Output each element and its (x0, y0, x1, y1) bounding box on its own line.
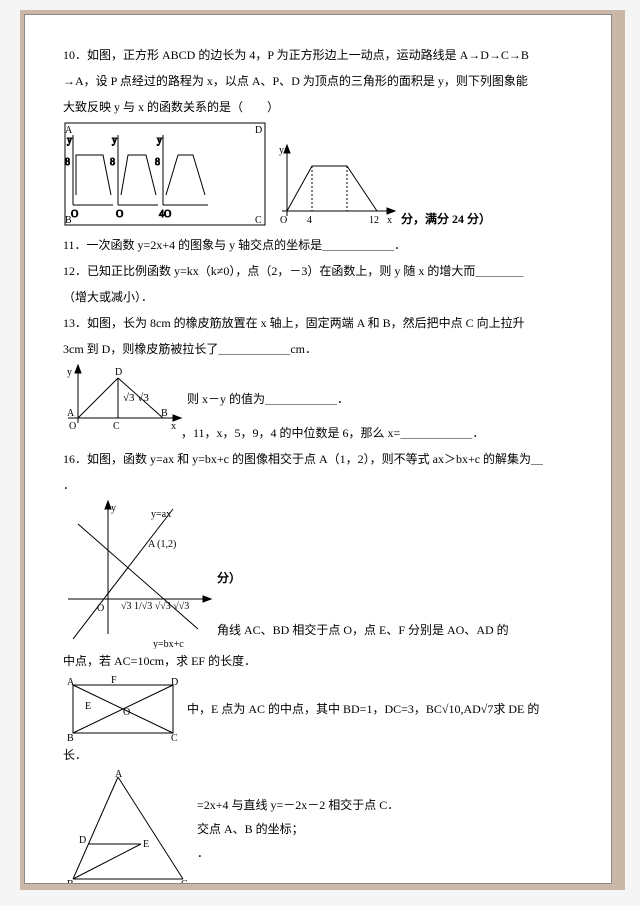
svg-text:√3 √3: √3 √3 (123, 392, 149, 404)
q17-row: A F D E O B C 中，E 点为 AC 的中点，其中 BD=1，DC=3… (63, 675, 573, 743)
q19-row: A D E B C =2x+4 与直线 y=－2x－2 相交于点 C． 交点 A… (63, 769, 573, 884)
q18-text: 中，E 点为 AC 的中点，其中 BD=1，DC=3，BC√10,AD√7求 D… (187, 702, 539, 716)
q16-figure: y y=ax A (1,2) O y=bx+c √3 1/√3 √√3 √√3 (63, 499, 213, 649)
svg-text:y: y (157, 135, 162, 146)
svg-text:12: 12 (369, 215, 379, 226)
svg-text:O: O (280, 215, 287, 226)
svg-text:x: x (387, 215, 392, 226)
q10-figures: y O 8 y O 8 y 4O 8 A D B C y O 4 12 (63, 121, 573, 231)
q19-figure: A D E B C (63, 769, 193, 884)
page-frame-inner: 10．如图，正方形 ABCD 的边长为 4，P 为正方形边上一动点，运动路线是 … (24, 14, 612, 884)
svg-text:B: B (67, 879, 74, 884)
q14-mid: 则 x－y 的值为＿＿＿＿＿＿． (187, 387, 573, 411)
svg-text:C: C (255, 215, 262, 226)
svg-text:A: A (65, 125, 73, 136)
q17-figure: A F D E O B C (63, 675, 183, 743)
svg-text:y: y (67, 135, 72, 146)
q10-trailing: 分，满分 24 分） (401, 207, 491, 231)
svg-text:O: O (71, 209, 78, 220)
svg-text:4O: 4O (159, 209, 171, 220)
svg-text:y: y (111, 503, 116, 514)
svg-text:E: E (85, 701, 91, 712)
q17-line: 中点，若 AC=10cm，求 EF 的长度． (63, 649, 573, 673)
q14-figure: y D A O C B x √3 √3 (63, 363, 183, 435)
q16-figure-row: y y=ax A (1,2) O y=bx+c √3 1/√3 √√3 √√3 … (63, 499, 573, 649)
svg-text:C: C (171, 733, 178, 743)
svg-text:y=ax: y=ax (151, 509, 171, 520)
q16-trail2: 角线 AC、BD 相交于点 O，点 E、F 分别是 AO、AD 的 (217, 618, 573, 642)
svg-text:4: 4 (307, 215, 312, 226)
svg-text:y: y (279, 145, 284, 156)
svg-text:y: y (112, 135, 117, 146)
svg-text:O: O (116, 209, 123, 220)
svg-text:8: 8 (65, 157, 70, 168)
svg-text:A (1,2): A (1,2) (148, 539, 176, 550)
q19-line2: 交点 A、B 的坐标； (197, 817, 573, 841)
svg-text:A: A (115, 769, 123, 780)
q19-dot: ． (197, 841, 573, 865)
svg-text:x: x (171, 421, 176, 432)
svg-text:C: C (113, 421, 120, 432)
document-body: 10．如图，正方形 ABCD 的边长为 4，P 为正方形边上一动点，运动路线是 … (63, 43, 573, 884)
svg-text:D: D (255, 125, 262, 136)
svg-text:B: B (161, 408, 168, 419)
q16-dot: ． (63, 473, 573, 497)
page-frame-outer: 10．如图，正方形 ABCD 的边长为 4，P 为正方形边上一动点，运动路线是 … (20, 10, 625, 890)
svg-text:O: O (69, 421, 76, 432)
svg-text:8: 8 (155, 157, 160, 168)
svg-text:B: B (65, 215, 72, 226)
q10-line1: 10．如图，正方形 ABCD 的边长为 4，P 为正方形边上一动点，运动路线是 … (63, 43, 573, 67)
svg-text:O: O (97, 603, 104, 614)
q10-graph-options: y O 8 y O 8 y 4O 8 A D B C (63, 121, 273, 231)
q14-tail: ，11，x，5，9，4 的中位数是 6，那么 x=＿＿＿＿＿＿． (181, 421, 573, 445)
q13-line2: 3cm 到 D，则橡皮筋被拉长了＿＿＿＿＿＿cm． (63, 337, 573, 361)
svg-text:O: O (123, 707, 130, 718)
q13-line1: 13．如图，长为 8cm 的橡皮筋放置在 x 轴上，固定两端 A 和 B，然后把… (63, 311, 573, 335)
svg-text:E: E (143, 839, 149, 850)
q19-line1: =2x+4 与直线 y=－2x－2 相交于点 C． (197, 793, 573, 817)
svg-text:y: y (67, 367, 72, 378)
svg-text:A: A (67, 677, 75, 688)
svg-text:B: B (67, 733, 74, 743)
svg-text:D: D (79, 835, 86, 846)
q16: 16．如图，函数 y=ax 和 y=bx+c 的图像相交于点 A（1，2），则不… (63, 447, 573, 471)
svg-text:√3 1/√3 √√3 √√3: √3 1/√3 √√3 √√3 (121, 601, 189, 612)
q10-answer-graph: y O 4 12 x (277, 141, 397, 231)
svg-text:y=bx+c: y=bx+c (153, 639, 184, 649)
svg-text:8: 8 (110, 157, 115, 168)
q12-line2: （增大或减小）． (63, 285, 573, 309)
svg-text:F: F (111, 675, 117, 686)
svg-text:D: D (115, 367, 122, 378)
q11: 11．一次函数 y=2x+4 的图象与 y 轴交点的坐标是＿＿＿＿＿＿． (63, 233, 573, 257)
svg-text:A: A (67, 408, 75, 419)
svg-text:D: D (171, 677, 178, 688)
q18-tail: 长． (63, 743, 573, 767)
q12-line1: 12．已知正比例函数 y=kx（k≠0），点（2，－3）在函数上，则 y 随 x… (63, 259, 573, 283)
q10-line2: →A，设 P 点经过的路程为 x，以点 A、P、D 为顶点的三角形的面积是 y，… (63, 69, 573, 93)
q10-line3: 大致反映 y 与 x 的函数关系的是（ ） (63, 95, 573, 119)
q16-trail1: 分） (217, 566, 573, 590)
svg-text:C: C (181, 879, 188, 884)
